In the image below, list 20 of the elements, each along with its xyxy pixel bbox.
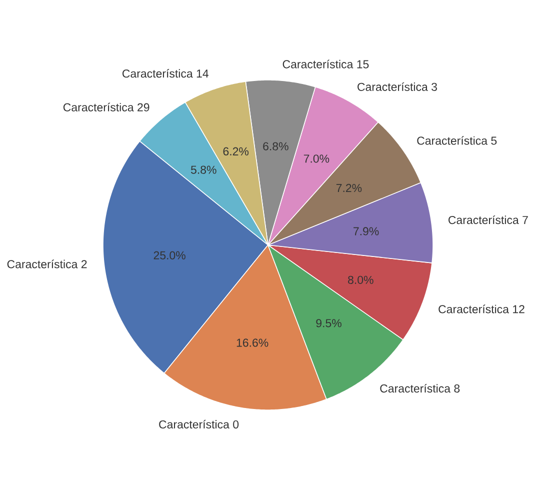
slice-label: Característica 12: [438, 304, 524, 314]
data-label: 25.0%: [154, 251, 186, 260]
data-label: 9.5%: [316, 319, 342, 328]
data-label: 7.2%: [336, 184, 362, 192]
slice-label: Característica 14: [122, 69, 208, 78]
slice-label: Característica 3: [358, 82, 437, 91]
slice-label: Característica 7: [448, 216, 528, 224]
data-label: 6.8%: [263, 142, 288, 150]
data-label: 7.0%: [304, 154, 330, 163]
slice-label: Característica 8: [380, 384, 460, 393]
data-label: 6.2%: [223, 147, 249, 156]
data-label: 7.9%: [354, 227, 379, 236]
data-label: 16.6%: [236, 338, 268, 347]
slice-label: Característica 0: [159, 420, 239, 428]
slice-label: Característica 15: [282, 60, 369, 68]
slice-label: Característica 5: [417, 136, 497, 145]
slice-label: Característica 29: [63, 102, 150, 112]
slice-label: Característica 2: [7, 260, 87, 268]
data-label: 5.8%: [190, 166, 216, 174]
data-label: 8.0%: [348, 276, 374, 284]
